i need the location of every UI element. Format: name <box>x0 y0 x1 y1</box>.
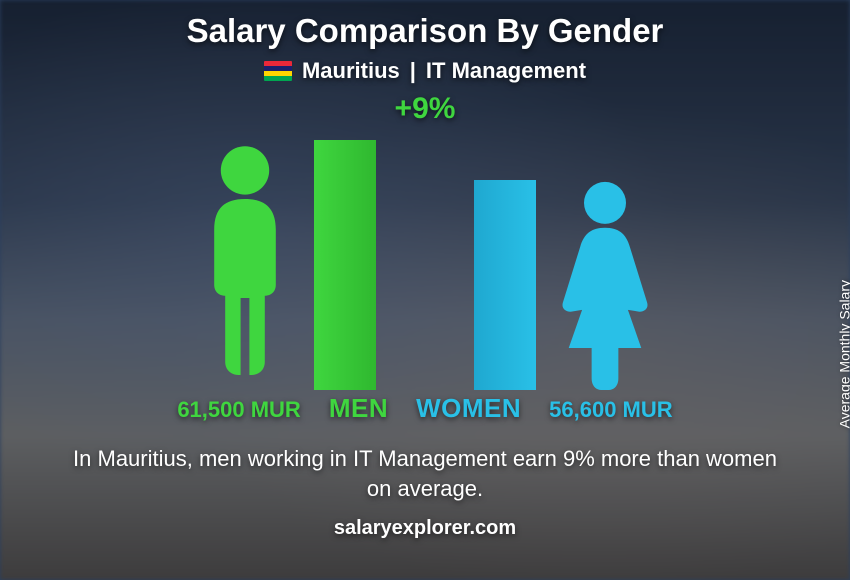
labels-row: 61,500 MUR MEN WOMEN 56,600 MUR <box>0 393 850 424</box>
women-salary: 56,600 MUR <box>549 397 673 423</box>
summary-text: In Mauritius, men working in IT Manageme… <box>60 444 790 503</box>
page-title: Salary Comparison By Gender <box>0 12 850 50</box>
women-bar <box>474 180 536 390</box>
men-group <box>190 140 376 390</box>
woman-icon <box>550 180 660 390</box>
separator: | <box>410 58 416 84</box>
infographic: Salary Comparison By Gender Mauritius | … <box>0 0 850 580</box>
women-label: WOMEN <box>416 393 521 424</box>
subtitle-row: Mauritius | IT Management <box>0 58 850 84</box>
man-icon <box>190 140 300 390</box>
mauritius-flag-icon <box>264 61 292 81</box>
salary-chart: 61,500 MUR MEN WOMEN 56,600 MUR Average … <box>0 130 850 430</box>
women-group <box>474 180 660 390</box>
source-label: salaryexplorer.com <box>0 517 850 540</box>
men-bar <box>314 140 376 390</box>
men-label: MEN <box>329 393 388 424</box>
delta-percentage: +9% <box>0 92 850 126</box>
men-salary: 61,500 MUR <box>177 397 301 423</box>
sector-label: IT Management <box>426 58 586 84</box>
country-label: Mauritius <box>302 58 400 84</box>
axis-label: Average Monthly Salary <box>836 280 850 428</box>
